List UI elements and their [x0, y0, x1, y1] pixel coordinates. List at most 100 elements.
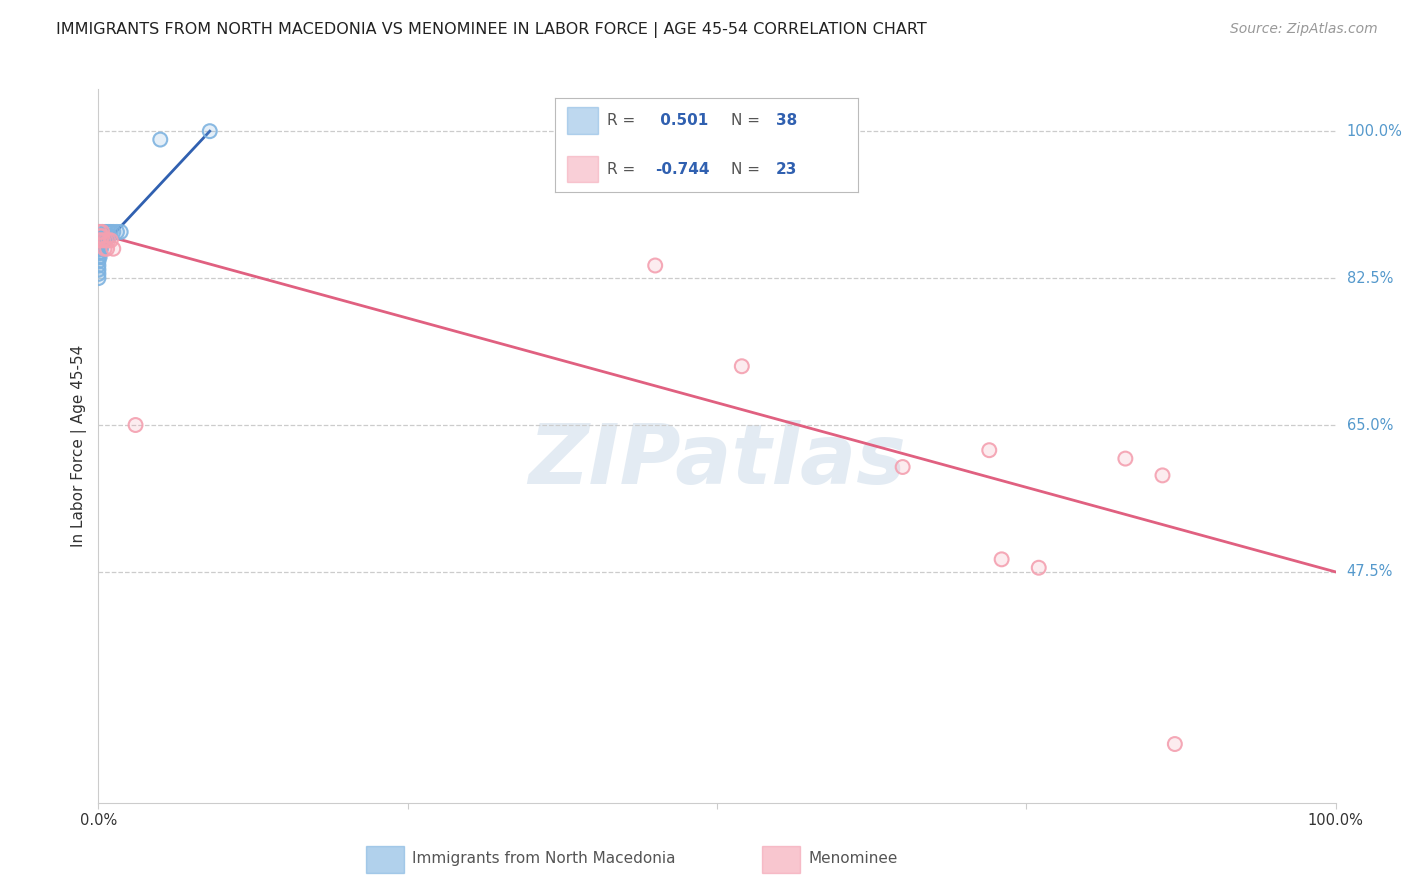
Point — [198, 124, 221, 138]
Point — [87, 242, 110, 256]
Y-axis label: In Labor Force | Age 45-54: In Labor Force | Age 45-54 — [72, 345, 87, 547]
Point — [89, 229, 111, 244]
Point — [93, 229, 115, 244]
Point — [731, 359, 754, 374]
Point — [93, 242, 115, 256]
Point — [87, 262, 110, 277]
Text: 0.501: 0.501 — [655, 113, 709, 128]
Point — [97, 233, 120, 247]
Point — [93, 229, 115, 244]
Point — [87, 267, 110, 281]
Bar — [366, 847, 404, 873]
Point — [89, 225, 111, 239]
Point — [89, 237, 111, 252]
Point — [93, 233, 115, 247]
Point — [1028, 560, 1050, 574]
Point — [87, 246, 110, 260]
Point — [91, 229, 114, 244]
Text: 100.0%: 100.0% — [1347, 124, 1403, 138]
Point — [1152, 468, 1174, 483]
Point — [93, 233, 115, 247]
Point — [89, 229, 111, 244]
Point — [93, 229, 115, 244]
Point — [100, 233, 122, 247]
Text: -0.744: -0.744 — [655, 161, 710, 177]
Bar — [568, 108, 598, 134]
Point — [91, 229, 114, 244]
Point — [87, 233, 110, 247]
Point — [87, 267, 110, 281]
Point — [89, 229, 111, 244]
Bar — [762, 847, 800, 873]
Point — [103, 242, 125, 256]
Point — [100, 233, 122, 247]
Point — [731, 359, 754, 374]
Point — [87, 237, 110, 252]
Point — [97, 225, 120, 239]
Point — [89, 225, 111, 239]
Point — [90, 229, 112, 244]
Text: 65.0%: 65.0% — [1347, 417, 1393, 433]
Point — [89, 225, 111, 239]
Point — [124, 417, 146, 432]
Point — [90, 233, 112, 247]
Text: N =: N = — [731, 113, 765, 128]
Point — [91, 225, 114, 239]
Point — [90, 233, 112, 247]
Text: R =: R = — [607, 161, 640, 177]
Point — [90, 233, 112, 247]
Point — [100, 225, 122, 239]
Point — [87, 233, 110, 247]
Point — [198, 124, 221, 138]
Point — [87, 246, 110, 260]
Point — [1114, 451, 1136, 466]
Point — [990, 552, 1012, 566]
Point — [110, 225, 132, 239]
Point — [90, 233, 112, 247]
Point — [89, 246, 111, 260]
Point — [105, 225, 128, 239]
Point — [90, 242, 112, 256]
Point — [87, 259, 110, 273]
Point — [87, 262, 110, 277]
Point — [93, 233, 115, 247]
Point — [93, 233, 115, 247]
Point — [1028, 560, 1050, 574]
Point — [87, 271, 110, 285]
Point — [89, 242, 111, 256]
Point — [149, 132, 172, 146]
Point — [644, 259, 666, 273]
Point — [91, 229, 114, 244]
Point — [97, 233, 120, 247]
Point — [94, 225, 117, 239]
Text: R =: R = — [607, 113, 640, 128]
Text: IMMIGRANTS FROM NORTH MACEDONIA VS MENOMINEE IN LABOR FORCE | AGE 45-54 CORRELAT: IMMIGRANTS FROM NORTH MACEDONIA VS MENOM… — [56, 22, 927, 38]
Point — [96, 242, 118, 256]
Point — [100, 225, 122, 239]
Point — [91, 233, 114, 247]
Point — [1152, 468, 1174, 483]
Point — [89, 246, 111, 260]
Point — [91, 225, 114, 239]
Point — [891, 460, 914, 475]
Point — [103, 242, 125, 256]
Point — [87, 250, 110, 264]
Bar — [568, 156, 598, 183]
Text: Source: ZipAtlas.com: Source: ZipAtlas.com — [1230, 22, 1378, 37]
Point — [90, 237, 112, 252]
Point — [149, 132, 172, 146]
Point — [979, 443, 1001, 458]
Point — [97, 225, 120, 239]
Point — [90, 237, 112, 252]
Text: N =: N = — [731, 161, 765, 177]
Point — [89, 233, 111, 247]
Point — [124, 417, 146, 432]
Point — [87, 237, 110, 252]
Point — [87, 271, 110, 285]
Point — [105, 225, 128, 239]
Text: 47.5%: 47.5% — [1347, 565, 1393, 580]
Point — [93, 229, 115, 244]
Point — [90, 242, 112, 256]
Point — [91, 225, 114, 239]
Point — [93, 233, 115, 247]
